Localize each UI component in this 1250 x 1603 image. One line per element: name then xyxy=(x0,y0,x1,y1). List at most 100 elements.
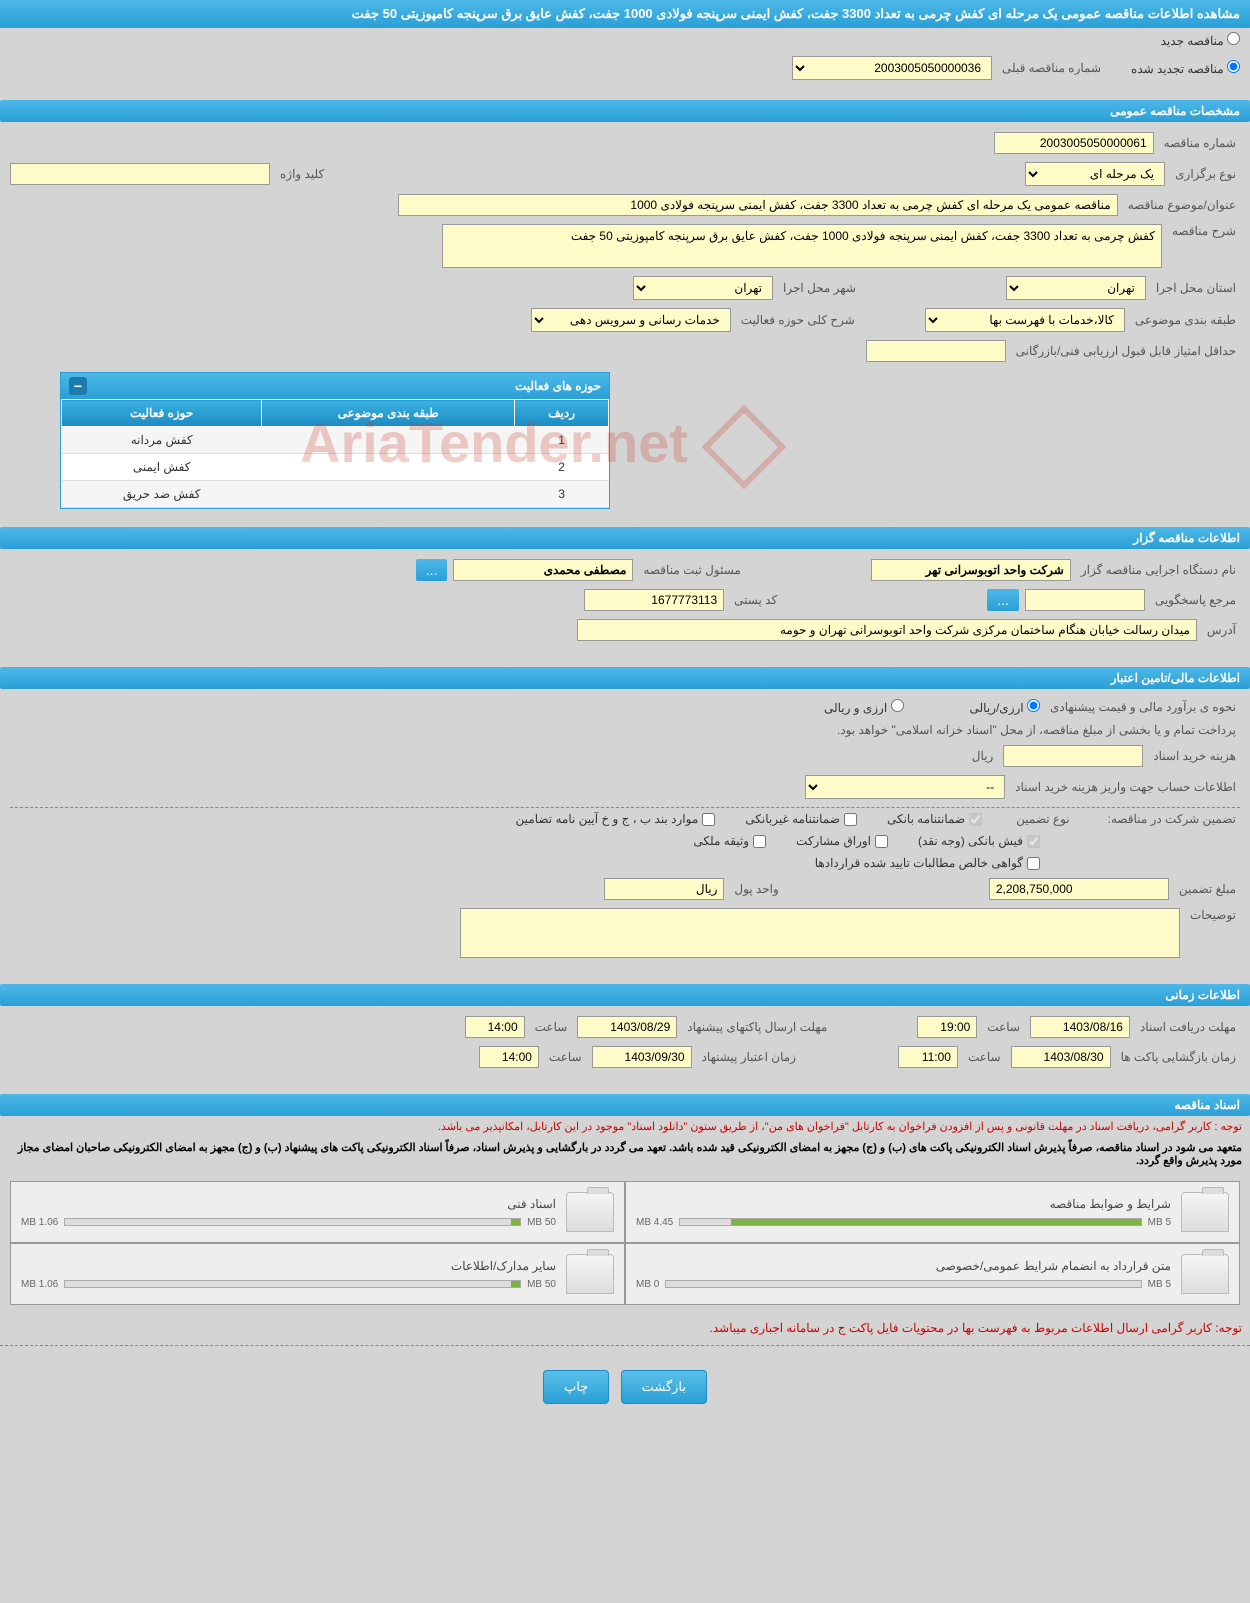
category-label: طبقه بندی موضوعی xyxy=(1131,313,1240,327)
province-select[interactable]: تهران xyxy=(1006,276,1146,300)
table-row: 2کفش ایمنی xyxy=(62,454,609,481)
keyword-input[interactable] xyxy=(10,163,270,185)
chk-property[interactable]: وثیقه ملکی xyxy=(693,834,766,848)
radio-rial[interactable]: ارزی/ریالی xyxy=(970,699,1040,715)
submit-label: مهلت ارسال پاکتهای پیشنهاد xyxy=(683,1020,831,1034)
file-item[interactable]: سایر مدارک/اطلاعات 50 MB 1.06 MB xyxy=(11,1244,624,1304)
submit-time[interactable] xyxy=(465,1016,525,1038)
receive-time[interactable] xyxy=(917,1016,977,1038)
org-label: نام دستگاه اجرایی مناقصه گزار xyxy=(1077,563,1240,577)
folder-icon xyxy=(1181,1254,1229,1294)
hour-label-3: ساعت xyxy=(964,1050,1005,1064)
tender-number-label: شماره مناقصه xyxy=(1160,136,1240,150)
doc-cost-input[interactable] xyxy=(1003,745,1143,767)
min-score-label: حداقل امتیاز قابل قبول ارزیابی فنی/بازرگ… xyxy=(1012,344,1240,358)
folder-icon xyxy=(566,1254,614,1294)
minimize-icon[interactable]: − xyxy=(69,377,87,395)
city-label: شهر محل اجرا xyxy=(779,281,860,295)
docs-note3: توجه: کاربر گرامی ارسال اطلاعات مربوط به… xyxy=(0,1315,1250,1341)
table-header: ردیف xyxy=(515,400,609,427)
notes-textarea[interactable] xyxy=(460,908,1180,958)
rial-label: ریال xyxy=(968,749,998,763)
activity-table: حوزه های فعالیت − ردیفطبقه بندی موضوعیحو… xyxy=(60,372,610,509)
file-name: متن قرارداد به انضمام شرایط عمومی/خصوصی xyxy=(636,1259,1171,1273)
category-select[interactable]: کالا،خدمات با فهرست بها xyxy=(925,308,1125,332)
receive-date[interactable] xyxy=(1030,1016,1130,1038)
currency-input[interactable] xyxy=(604,878,724,900)
file-used: 0 MB xyxy=(636,1279,659,1290)
chk-receivables[interactable]: گواهی خالص مطالبات تایید شده قراردادها xyxy=(815,856,1040,870)
postal-input[interactable] xyxy=(584,589,724,611)
desc-label: شرح مناقصه xyxy=(1168,224,1240,238)
receive-label: مهلت دریافت اسناد xyxy=(1136,1020,1240,1034)
folder-icon xyxy=(566,1192,614,1232)
guarantee-label: تضمین شرکت در مناقصه: xyxy=(1104,812,1240,826)
prev-number-label: شماره مناقصه قبلی xyxy=(998,61,1105,75)
file-bar xyxy=(665,1280,1141,1288)
radio-both[interactable]: ارزی و ریالی xyxy=(824,699,904,715)
org-input[interactable] xyxy=(871,559,1071,581)
folder-icon xyxy=(1181,1192,1229,1232)
file-name: سایر مدارک/اطلاعات xyxy=(21,1259,556,1273)
file-bar xyxy=(679,1218,1141,1226)
file-item[interactable]: اسناد فنی 50 MB 1.06 MB xyxy=(11,1182,624,1242)
open-date[interactable] xyxy=(1011,1046,1111,1068)
validity-date[interactable] xyxy=(592,1046,692,1068)
response-input[interactable] xyxy=(1025,589,1145,611)
section-general: مشخصات مناقصه عمومی xyxy=(0,100,1250,122)
prev-number-select[interactable]: 2003005050000036 xyxy=(792,56,992,80)
tender-number-input[interactable] xyxy=(994,132,1154,154)
address-label: آدرس xyxy=(1203,623,1240,637)
activity-desc-select[interactable]: خدمات رسانی و سرویس دهی xyxy=(531,308,731,332)
amount-label: مبلغ تضمین xyxy=(1175,882,1240,896)
open-time[interactable] xyxy=(898,1046,958,1068)
validity-time[interactable] xyxy=(479,1046,539,1068)
file-total: 50 MB xyxy=(527,1217,556,1228)
file-bar xyxy=(64,1218,521,1226)
radio-new[interactable]: مناقصه جدید xyxy=(1161,32,1240,48)
open-label: زمان بازگشایی پاکت ها xyxy=(1117,1050,1240,1064)
response-more-button[interactable]: ... xyxy=(987,589,1019,611)
file-name: شرایط و ضوابط مناقصه xyxy=(636,1197,1171,1211)
address-input[interactable] xyxy=(577,619,1197,641)
activity-desc-label: شرح کلی حوزه فعالیت xyxy=(737,313,859,327)
file-item[interactable]: شرایط و ضوابط مناقصه 5 MB 4.45 MB xyxy=(626,1182,1239,1242)
table-row: 3کفش ضد حریق xyxy=(62,481,609,508)
registrar-more-button[interactable]: ... xyxy=(416,559,448,581)
hour-label-1: ساعت xyxy=(983,1020,1024,1034)
file-total: 5 MB xyxy=(1148,1217,1171,1228)
registrar-input[interactable] xyxy=(453,559,633,581)
docs-note1: توجه : کاربر گرامی، دریافت اسناد در مهلت… xyxy=(0,1116,1250,1137)
amount-input[interactable] xyxy=(989,878,1169,900)
chk-bylaw[interactable]: موارد بند ب ، ج و خ آیین نامه تضامین xyxy=(516,812,716,826)
city-select[interactable]: تهران xyxy=(633,276,773,300)
back-button[interactable]: بازگشت xyxy=(621,1370,707,1404)
estimate-label: نحوه ی برآورد مالی و قیمت پیشنهادی xyxy=(1046,700,1240,714)
account-select[interactable]: -- xyxy=(805,775,1005,799)
table-header: طبقه بندی موضوعی xyxy=(262,400,515,427)
print-button[interactable]: چاپ xyxy=(543,1370,609,1404)
chk-bank[interactable]: ضمانتنامه بانکی xyxy=(887,812,982,826)
subject-label: عنوان/موضوع مناقصه xyxy=(1124,198,1240,212)
chk-shares[interactable]: اوراق مشارکت xyxy=(796,834,888,848)
page-title: مشاهده اطلاعات مناقصه عمومی یک مرحله ای … xyxy=(0,0,1250,28)
table-row: 1کفش مردانه xyxy=(62,427,609,454)
validity-label: زمان اعتبار پیشنهاد xyxy=(698,1050,800,1064)
account-label: اطلاعات حساب جهت واریز هزینه خرید اسناد xyxy=(1011,780,1240,794)
chk-fish[interactable]: فیش بانکی (وجه نقد) xyxy=(918,834,1040,848)
file-used: 4.45 MB xyxy=(636,1217,673,1228)
type-label: نوع برگزاری xyxy=(1171,167,1240,181)
table-header: حوزه فعالیت xyxy=(62,400,262,427)
subject-input[interactable] xyxy=(398,194,1118,216)
currency-label: واحد پول xyxy=(730,882,782,896)
response-label: مرجع پاسخگویی xyxy=(1151,593,1240,607)
radio-renewed[interactable]: مناقصه تجدید شده xyxy=(1131,60,1240,76)
keyword-label: کلید واژه xyxy=(276,167,328,181)
type-select[interactable]: یک مرحله ای xyxy=(1025,162,1165,186)
submit-date[interactable] xyxy=(577,1016,677,1038)
desc-textarea[interactable]: کفش چرمی به تعداد 3300 جفت، کفش ایمنی سر… xyxy=(442,224,1162,268)
section-time: اطلاعات زمانی xyxy=(0,984,1250,1006)
file-item[interactable]: متن قرارداد به انضمام شرایط عمومی/خصوصی … xyxy=(626,1244,1239,1304)
chk-nonbank[interactable]: ضمانتنامه غیربانکی xyxy=(745,812,857,826)
min-score-input[interactable] xyxy=(866,340,1006,362)
